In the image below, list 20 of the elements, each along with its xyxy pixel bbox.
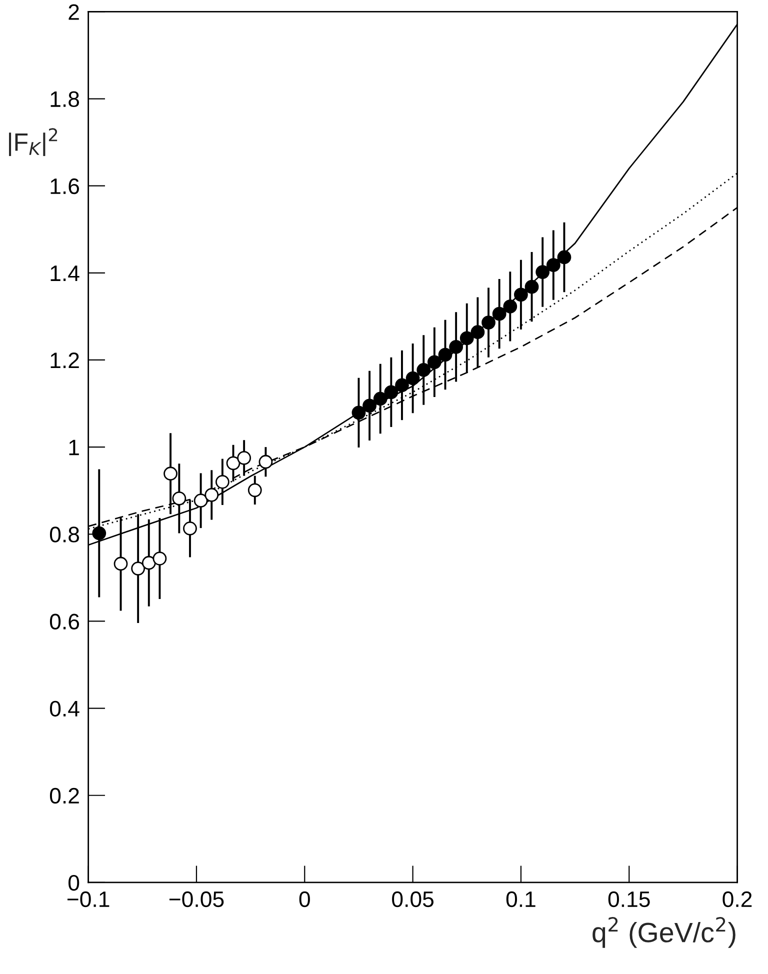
x-tick-label: 0: [299, 891, 310, 908]
x-tick-label: −0.1: [67, 891, 110, 908]
y-tick-label: 1.6: [50, 178, 80, 194]
y-tick-label: 0: [68, 874, 80, 891]
y-tick-label: 1: [69, 440, 79, 456]
y-tick-label: 0.4: [50, 700, 80, 717]
y-tick-label: 0.2: [50, 788, 79, 804]
y-tick-label: 1.4: [50, 266, 80, 281]
x-tick-label: 0.15: [608, 891, 650, 908]
y-tick-label: 1.8: [50, 91, 80, 108]
y-tick-label: 2: [68, 4, 79, 20]
x-tick-label: 0.1: [506, 891, 536, 908]
y-tick-label: 1.2: [50, 352, 79, 368]
y-axis-title: |F$_{K}$|$^{2}$: [9, 128, 58, 156]
x-tick-label: −0.05: [169, 891, 224, 908]
x-axis-title: q$^{2}$ (GeV/c$^{2}$): [592, 917, 736, 948]
y-tick-label: 0.8: [50, 526, 80, 542]
x-tick-label: 0.05: [392, 891, 434, 908]
x-tick-label: 0.2: [722, 891, 752, 908]
y-tick-label: 0.6: [50, 614, 80, 630]
